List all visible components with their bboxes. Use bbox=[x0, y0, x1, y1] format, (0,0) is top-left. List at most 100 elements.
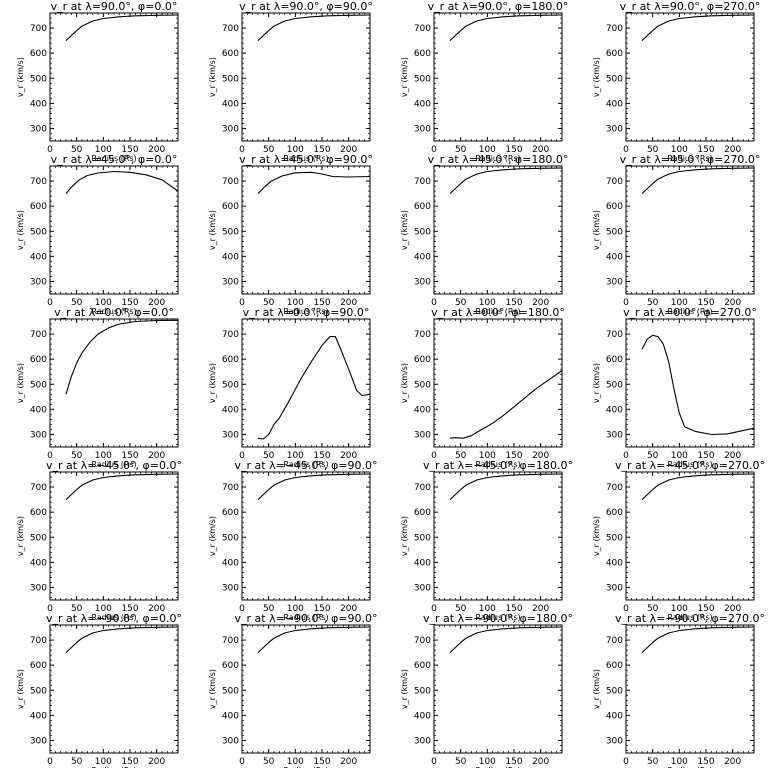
x-tick-label: 100 bbox=[95, 757, 112, 767]
series-line bbox=[449, 370, 563, 439]
x-axis-label: Radius (Rs) bbox=[667, 460, 712, 469]
panel-title: v_r at λ=0.0°, φ=270.0° bbox=[623, 306, 757, 319]
plot-frame bbox=[625, 624, 755, 754]
x-axis-label: Radius (Rs) bbox=[283, 154, 328, 163]
x-tick-label: 100 bbox=[287, 451, 304, 461]
y-axis-label: v_r (km/s) bbox=[592, 210, 601, 250]
x-tick-label: 50 bbox=[455, 145, 467, 155]
x-tick-label: 50 bbox=[263, 451, 275, 461]
x-tick-label: 200 bbox=[340, 757, 357, 767]
x-tick-label: 200 bbox=[148, 298, 165, 308]
y-tick-label: 500 bbox=[414, 686, 431, 696]
x-axis-label: Radius (Rs) bbox=[91, 766, 136, 768]
y-tick-label: 500 bbox=[606, 380, 623, 390]
series-line bbox=[65, 14, 179, 42]
y-tick-label: 400 bbox=[414, 405, 431, 415]
y-tick-label: 700 bbox=[30, 330, 47, 340]
y-tick-label: 500 bbox=[30, 533, 47, 543]
y-tick-label: 300 bbox=[222, 430, 239, 440]
plot-frame bbox=[433, 12, 563, 142]
x-tick-label: 0 bbox=[431, 451, 437, 461]
y-axis-label: v_r (km/s) bbox=[16, 516, 25, 556]
panel-4: v_r at λ=90.0°, φ=270.0° 0 50 100 150 200 300 4… bbox=[592, 0, 760, 163]
x-tick-label: 0 bbox=[239, 298, 245, 308]
y-tick-label: 500 bbox=[222, 686, 239, 696]
y-tick-label: 600 bbox=[414, 202, 431, 212]
y-axis-label: v_r (km/s) bbox=[400, 363, 409, 403]
x-axis-label: Radius (Rs) bbox=[475, 613, 520, 622]
panel-title: v_r at λ=−45.0°, φ=180.0° bbox=[423, 459, 573, 472]
x-tick-label: 200 bbox=[532, 451, 549, 461]
y-tick-label: 700 bbox=[222, 177, 239, 187]
y-tick-label: 700 bbox=[414, 483, 431, 493]
x-axis-label: Radius (Rs) bbox=[667, 766, 712, 768]
y-tick-label: 600 bbox=[222, 355, 239, 365]
x-tick-label: 200 bbox=[724, 451, 741, 461]
y-tick-label: 600 bbox=[414, 49, 431, 59]
x-tick-label: 100 bbox=[287, 145, 304, 155]
y-tick-label: 400 bbox=[414, 252, 431, 262]
series-line bbox=[449, 14, 563, 42]
y-tick-label: 300 bbox=[606, 277, 623, 287]
x-tick-label: 0 bbox=[47, 451, 53, 461]
plot-frame bbox=[625, 12, 755, 142]
x-tick-label: 100 bbox=[287, 757, 304, 767]
y-tick-label: 300 bbox=[414, 430, 431, 440]
x-tick-label: 150 bbox=[505, 604, 522, 614]
x-tick-label: 200 bbox=[724, 604, 741, 614]
x-tick-label: 100 bbox=[287, 298, 304, 308]
y-tick-label: 500 bbox=[606, 533, 623, 543]
x-tick-label: 0 bbox=[623, 451, 629, 461]
x-tick-label: 150 bbox=[697, 451, 714, 461]
x-tick-label: 150 bbox=[313, 757, 330, 767]
y-tick-label: 700 bbox=[606, 483, 623, 493]
x-axis-label: Radius (Rs) bbox=[91, 613, 136, 622]
x-tick-label: 0 bbox=[431, 604, 437, 614]
plot-frame bbox=[241, 12, 371, 142]
plot-frame bbox=[49, 12, 179, 142]
panel-16: v_r at λ=−45.0°, φ=270.0° 0 50 100 150 200 300… bbox=[592, 459, 765, 622]
x-tick-label: 150 bbox=[697, 604, 714, 614]
x-tick-label: 150 bbox=[505, 145, 522, 155]
y-tick-label: 700 bbox=[414, 177, 431, 187]
series-line bbox=[641, 626, 755, 654]
x-tick-label: 50 bbox=[71, 451, 83, 461]
x-tick-label: 100 bbox=[479, 451, 496, 461]
y-tick-label: 500 bbox=[30, 380, 47, 390]
y-tick-label: 700 bbox=[30, 636, 47, 646]
series-line bbox=[65, 170, 179, 194]
x-axis-label: Radius (Rs) bbox=[91, 154, 136, 163]
plot-frame bbox=[49, 471, 179, 601]
y-tick-label: 600 bbox=[30, 49, 47, 59]
y-axis-label: v_r (km/s) bbox=[16, 210, 25, 250]
x-tick-label: 50 bbox=[263, 298, 275, 308]
y-tick-label: 300 bbox=[414, 736, 431, 746]
y-tick-label: 600 bbox=[606, 508, 623, 518]
y-tick-label: 400 bbox=[30, 405, 47, 415]
y-tick-label: 400 bbox=[30, 99, 47, 109]
y-tick-label: 500 bbox=[222, 227, 239, 237]
panel-title: v_r at λ=45.0°, φ=90.0° bbox=[239, 153, 373, 166]
y-tick-label: 400 bbox=[414, 711, 431, 721]
plot-frame bbox=[433, 471, 563, 601]
y-tick-label: 500 bbox=[606, 227, 623, 237]
x-tick-label: 50 bbox=[71, 757, 83, 767]
y-tick-label: 300 bbox=[30, 583, 47, 593]
plot-frame bbox=[49, 624, 179, 754]
panel-14: v_r at λ=−45.0°, φ=90.0° 0 50 100 150 200 300 4… bbox=[208, 459, 377, 622]
x-tick-label: 100 bbox=[95, 298, 112, 308]
panel-8: v_r at λ=45.0°, φ=270.0° 0 50 100 150 200 300 4… bbox=[592, 153, 760, 316]
series-line bbox=[641, 473, 755, 501]
plot-frame bbox=[433, 165, 563, 295]
plot-frame bbox=[625, 318, 755, 448]
y-tick-label: 400 bbox=[606, 558, 623, 568]
y-axis-label: v_r (km/s) bbox=[592, 57, 601, 97]
panel-10: v_r at λ=0.0°, φ=90.0° 0 50 100 150 200 300 400… bbox=[208, 306, 371, 469]
y-tick-label: 700 bbox=[30, 177, 47, 187]
x-tick-label: 150 bbox=[121, 757, 138, 767]
y-tick-label: 400 bbox=[222, 711, 239, 721]
panel-title: v_r at λ=0.0°, φ=0.0° bbox=[54, 306, 174, 319]
panel-title: v_r at λ=−90.0°, φ=180.0° bbox=[423, 612, 573, 625]
x-tick-label: 200 bbox=[148, 757, 165, 767]
y-tick-label: 700 bbox=[414, 330, 431, 340]
